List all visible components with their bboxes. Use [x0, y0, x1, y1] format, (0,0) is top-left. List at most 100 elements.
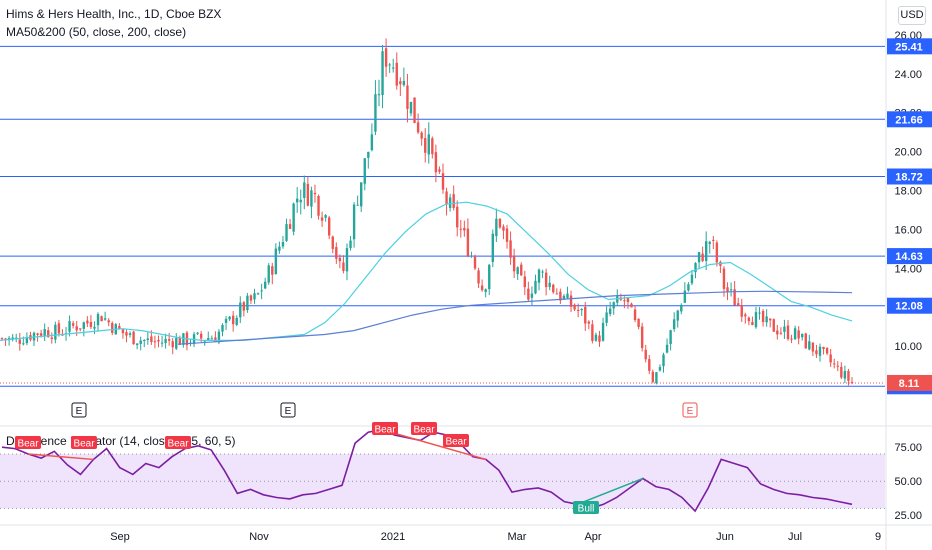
candle — [576, 303, 580, 318]
candle-body — [224, 318, 228, 323]
candle — [836, 361, 839, 372]
candle-body — [801, 333, 804, 338]
candle — [548, 275, 551, 291]
candle — [228, 316, 231, 321]
candle — [409, 101, 413, 117]
candle — [790, 334, 793, 344]
candle — [367, 151, 370, 169]
candle-body — [491, 233, 494, 262]
candle — [502, 224, 505, 240]
candle-body — [576, 309, 580, 312]
candle — [182, 333, 185, 348]
candle-body — [598, 335, 601, 342]
candle-body — [18, 339, 21, 344]
candle — [516, 266, 519, 280]
candle-body — [608, 308, 612, 314]
candle-body — [605, 312, 608, 323]
candle — [370, 123, 374, 152]
divergence-signal: Bear — [165, 436, 191, 450]
ma-legend[interactable]: MA50&200 (50, close, 200, close) — [6, 25, 187, 39]
price-tick-label: 24.00 — [894, 69, 922, 81]
divergence-signal-bg — [372, 422, 398, 435]
divergence-signal: Bear — [15, 436, 41, 450]
candle — [263, 277, 267, 290]
candle — [125, 329, 128, 343]
candle-body — [22, 343, 25, 345]
candle — [495, 208, 498, 243]
currency-label[interactable]: USD — [898, 6, 926, 25]
candle-body — [825, 348, 829, 354]
candle-body — [256, 293, 260, 295]
candle-body — [765, 316, 768, 323]
candle — [598, 330, 601, 347]
candle — [761, 309, 765, 327]
candle — [43, 323, 46, 341]
candle-body — [580, 308, 583, 311]
candle — [360, 182, 363, 213]
candle — [541, 269, 544, 279]
candle-body — [79, 328, 82, 330]
candle-body — [320, 217, 324, 221]
candle — [11, 333, 14, 342]
candle-body — [196, 332, 199, 334]
candle-body — [146, 338, 150, 341]
candle-body — [313, 192, 317, 195]
candle-body — [434, 152, 438, 173]
candle-body — [160, 342, 164, 344]
candle-body — [740, 305, 743, 317]
candle — [473, 254, 477, 271]
candle — [676, 309, 679, 328]
candle — [121, 329, 125, 339]
candle — [271, 262, 274, 285]
candle — [505, 224, 509, 249]
candle-body — [509, 240, 512, 258]
candle-body — [512, 255, 516, 272]
time-tick-label: Sep — [110, 531, 130, 543]
candle-body — [39, 333, 43, 336]
candle — [413, 97, 416, 124]
candle — [591, 320, 594, 344]
candle — [612, 301, 615, 315]
candle-body — [594, 334, 598, 341]
candle — [701, 246, 704, 263]
candle-body — [281, 241, 285, 247]
candle — [801, 333, 804, 341]
candle-body — [502, 226, 505, 231]
divergence-signal-label: Bear — [374, 425, 396, 436]
candle — [96, 312, 100, 332]
candle-body — [360, 182, 363, 207]
candle — [584, 302, 587, 332]
candle — [555, 288, 559, 295]
candle-body — [118, 326, 121, 329]
earnings-marker: E — [682, 402, 698, 418]
candle-body — [54, 324, 57, 340]
candle — [349, 236, 352, 251]
candle-body — [754, 312, 758, 328]
candle-body — [715, 242, 719, 263]
candle — [662, 352, 665, 373]
candle-body — [199, 333, 203, 339]
candle — [829, 348, 832, 367]
divergence-signal-label: Bear — [167, 439, 189, 450]
candle — [719, 260, 722, 273]
candle — [416, 113, 420, 135]
earnings-marker-box — [682, 402, 698, 418]
price-tick-label: 16.00 — [894, 224, 922, 236]
candle — [160, 335, 164, 348]
candle — [111, 321, 114, 336]
candle — [167, 332, 171, 346]
candle — [384, 38, 388, 77]
candle-body — [111, 323, 114, 333]
price-tick-label: 18.00 — [894, 186, 922, 198]
candle — [637, 318, 640, 330]
candle-body — [779, 332, 783, 334]
candle — [697, 251, 701, 269]
candle — [512, 248, 516, 279]
level-label-text: 12.08 — [895, 301, 923, 313]
candle-body — [523, 276, 527, 288]
candle-body — [96, 314, 100, 326]
candle — [754, 306, 758, 329]
candle-body — [82, 322, 85, 329]
